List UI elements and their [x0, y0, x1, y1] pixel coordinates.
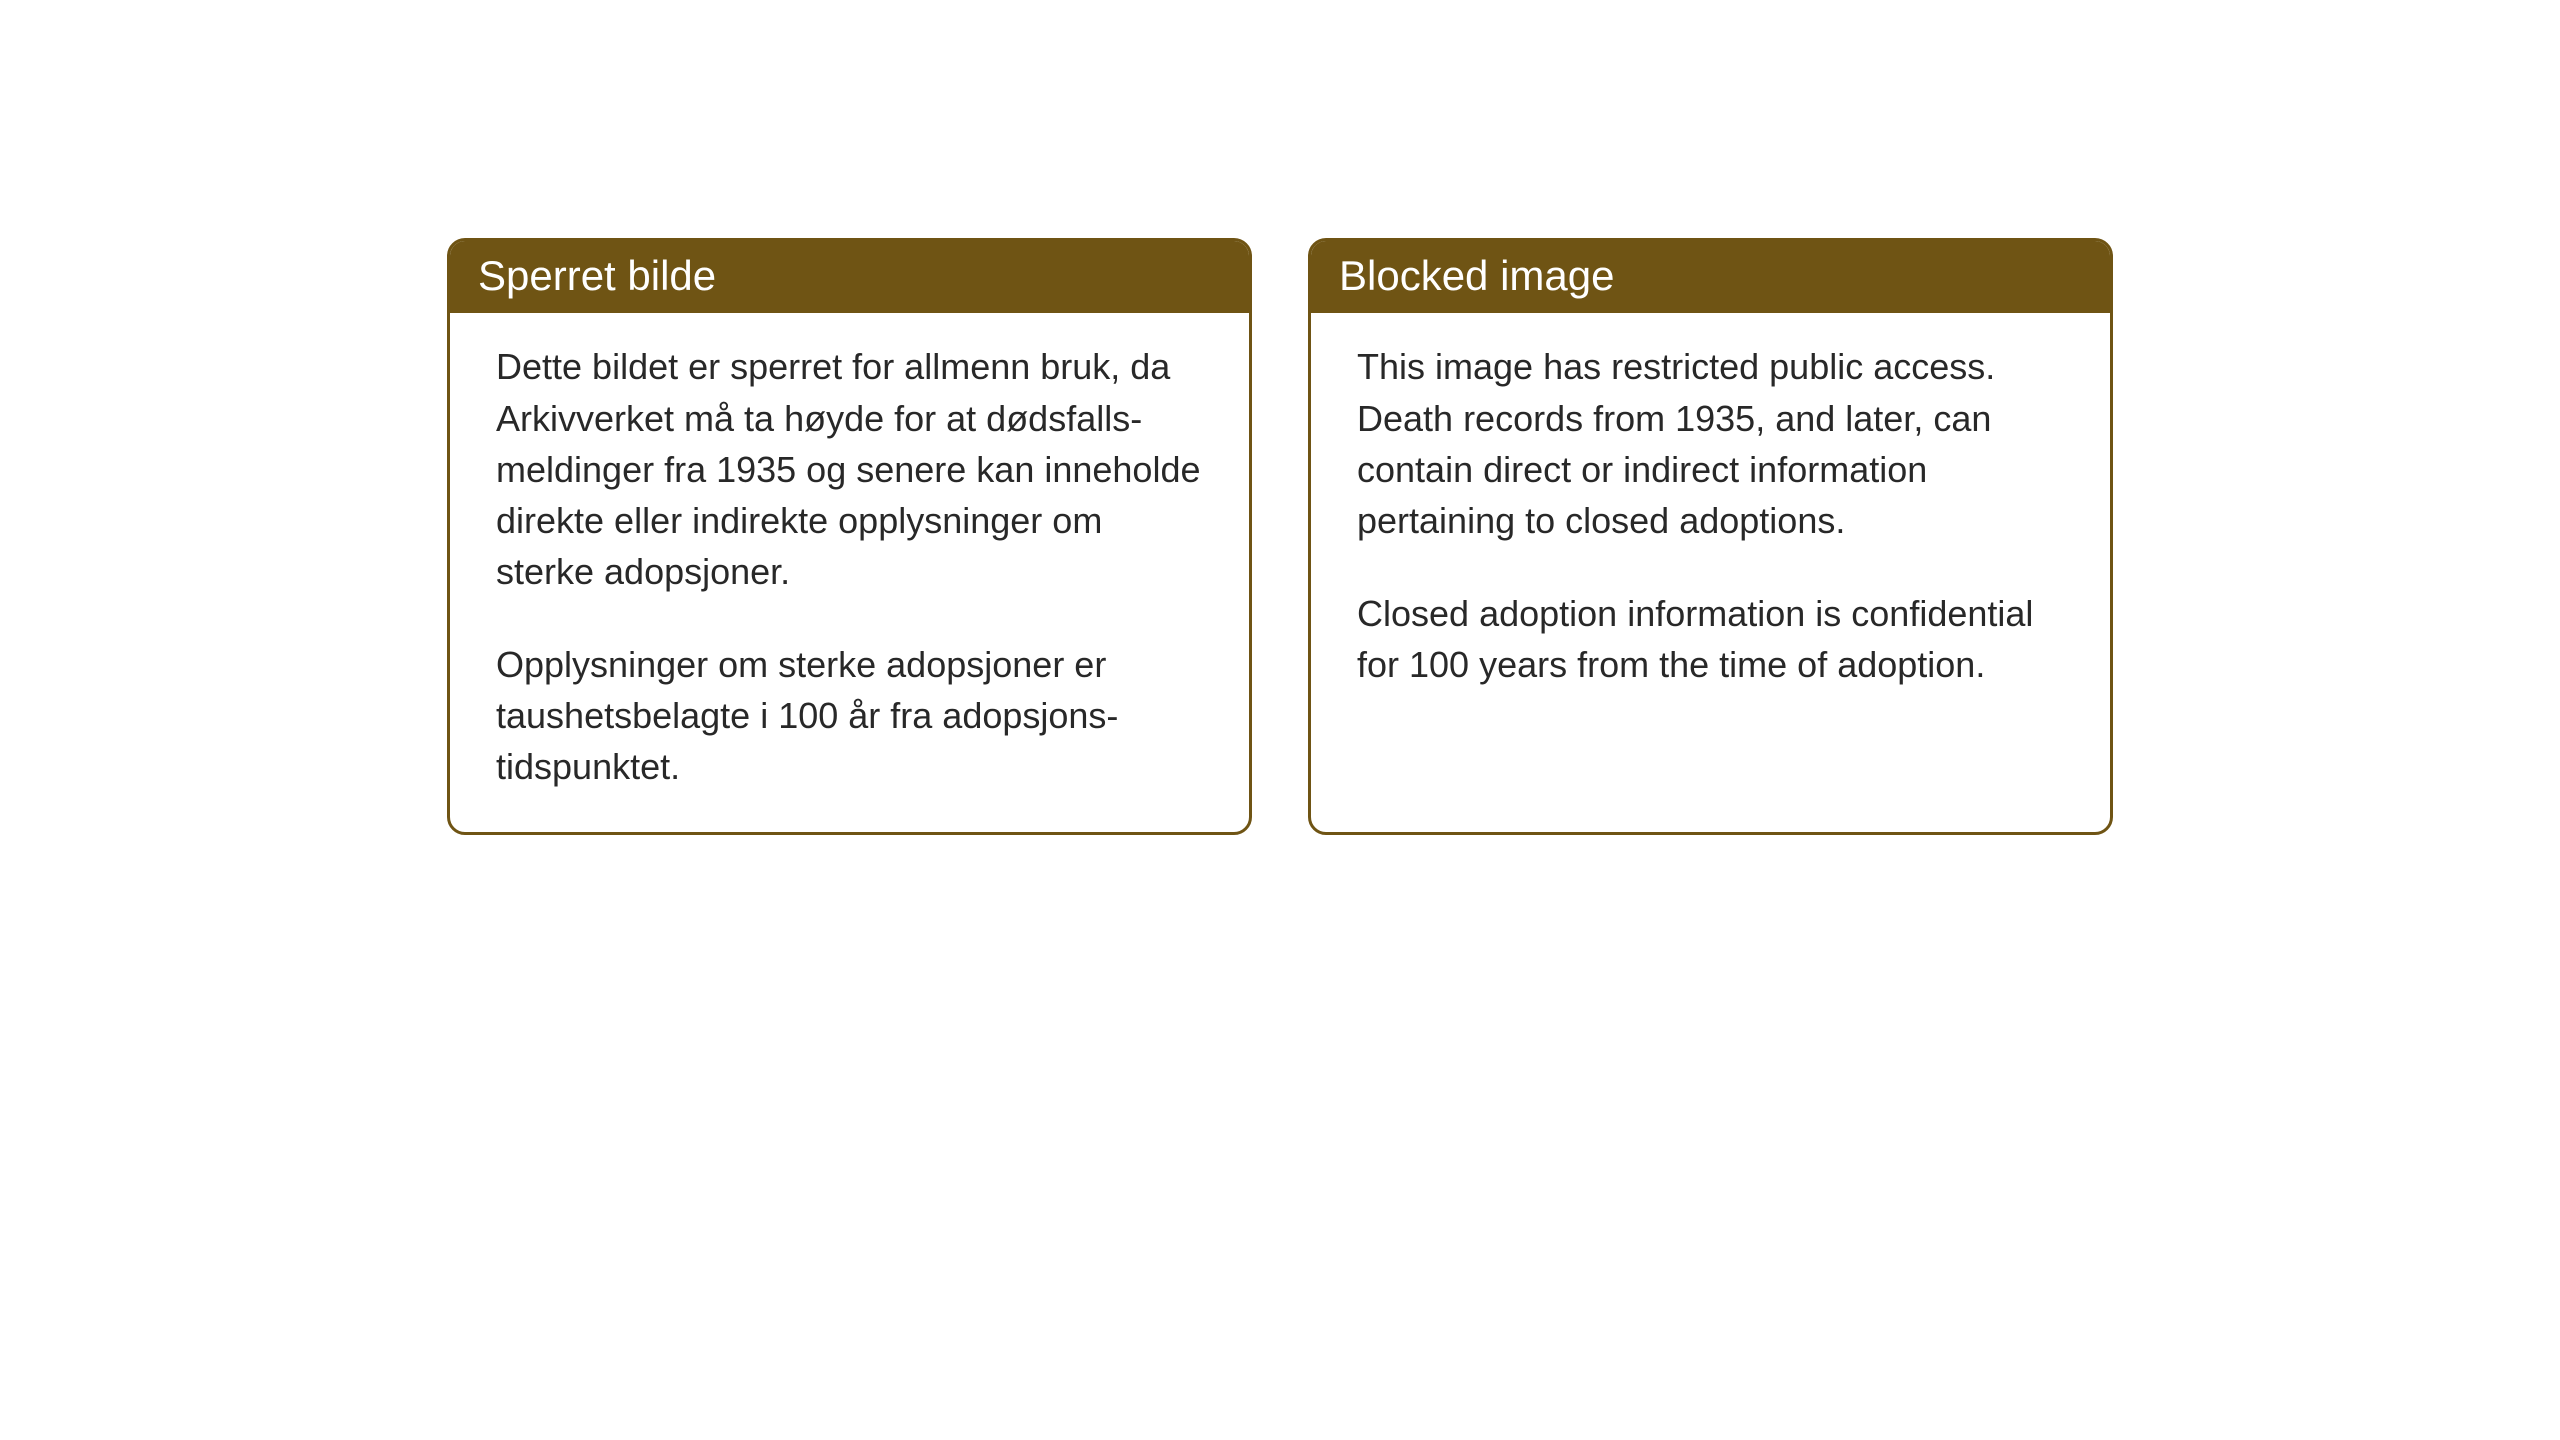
notice-card-english: Blocked image This image has restricted … [1308, 238, 2113, 835]
notice-paragraph-norwegian-1: Dette bildet er sperret for allmenn bruk… [496, 341, 1203, 597]
notice-body-norwegian: Dette bildet er sperret for allmenn bruk… [450, 313, 1249, 832]
notice-header-english: Blocked image [1311, 241, 2110, 313]
notice-title-english: Blocked image [1339, 252, 1614, 299]
notice-paragraph-english-2: Closed adoption information is confident… [1357, 588, 2064, 690]
notice-container: Sperret bilde Dette bildet er sperret fo… [447, 238, 2113, 835]
notice-paragraph-english-1: This image has restricted public access.… [1357, 341, 2064, 545]
notice-title-norwegian: Sperret bilde [478, 252, 716, 299]
notice-paragraph-norwegian-2: Opplysninger om sterke adopsjoner er tau… [496, 639, 1203, 792]
notice-card-norwegian: Sperret bilde Dette bildet er sperret fo… [447, 238, 1252, 835]
notice-header-norwegian: Sperret bilde [450, 241, 1249, 313]
notice-body-english: This image has restricted public access.… [1311, 313, 2110, 753]
